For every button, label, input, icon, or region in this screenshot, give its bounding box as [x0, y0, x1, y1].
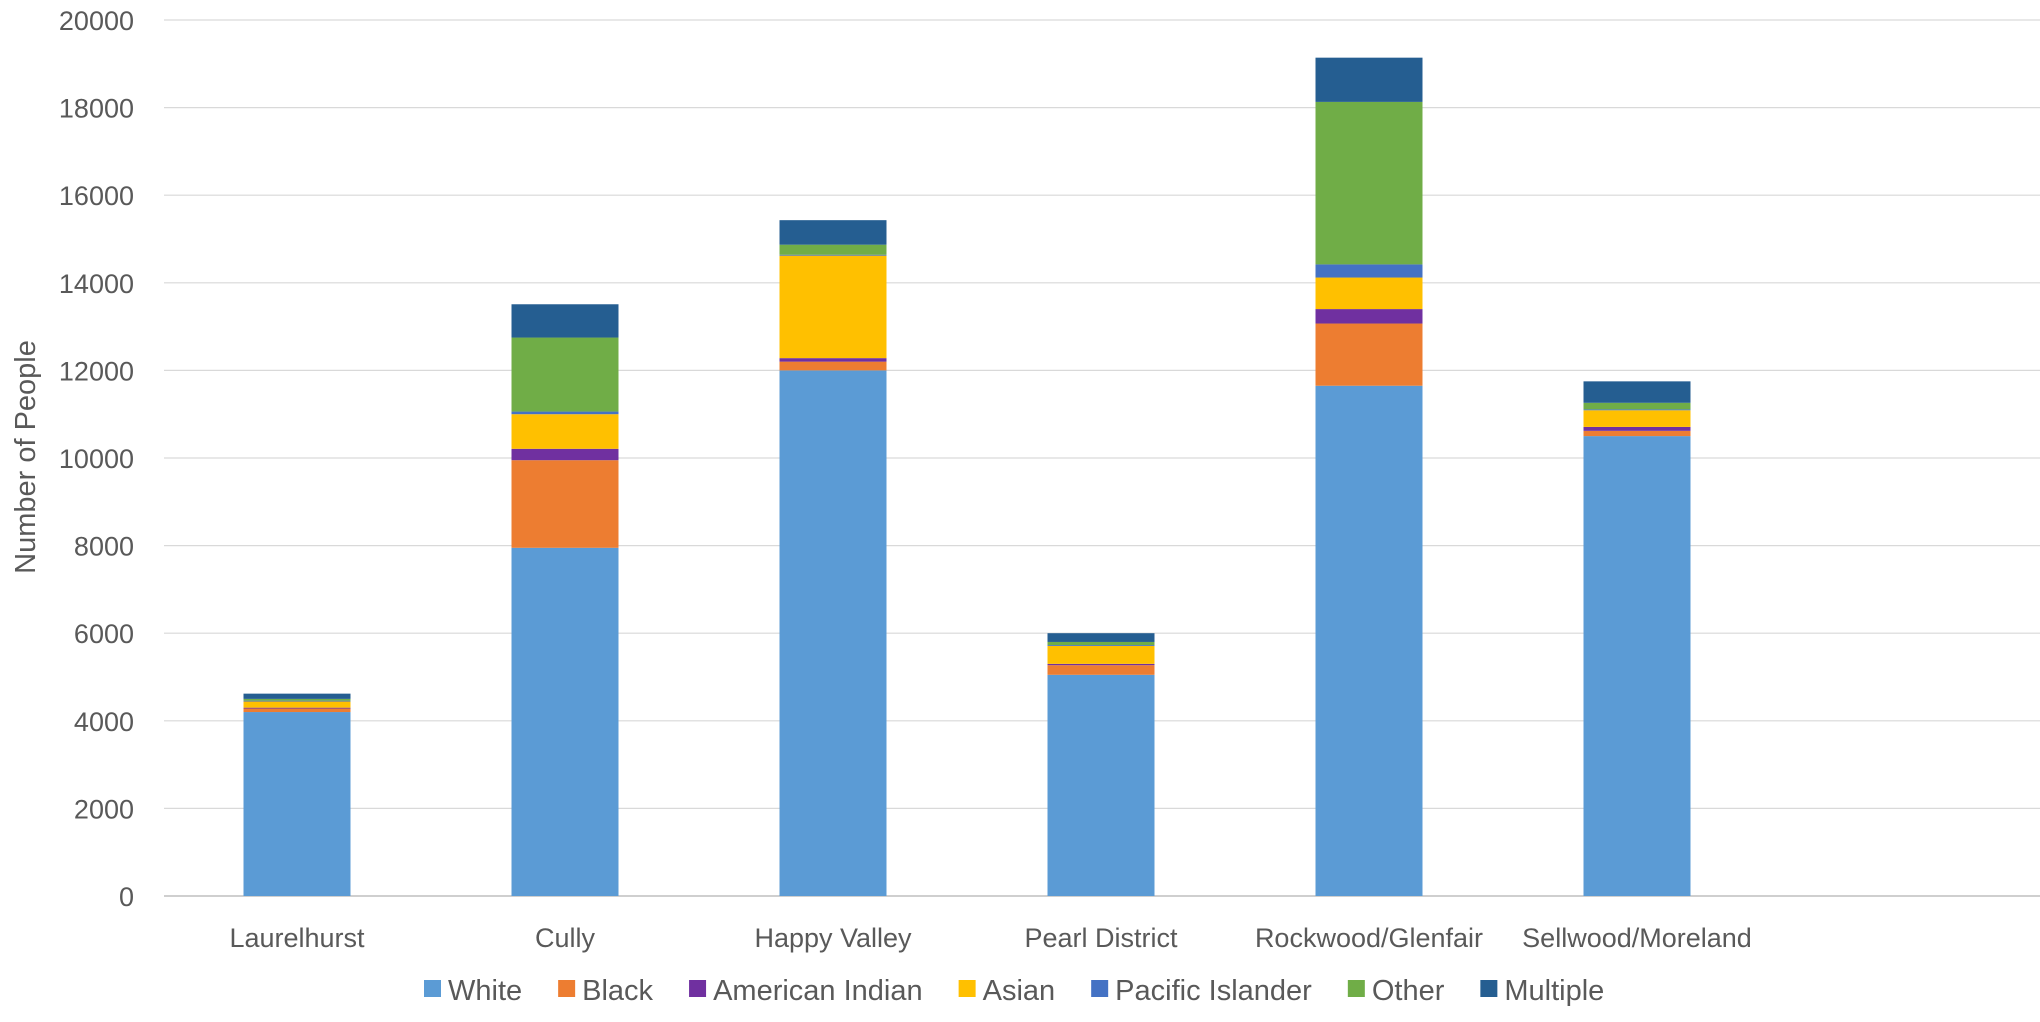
y-axis-ticks: 0 2000 4000 6000 8000 10000 12000 14000 16000 180…	[59, 6, 134, 912]
y-tick-label: 2000	[74, 794, 134, 824]
bar-segment	[779, 361, 887, 371]
y-tick-label: 18000	[59, 94, 134, 124]
bar-segment	[243, 700, 351, 702]
y-tick-label: 8000	[74, 532, 134, 562]
bar-segment	[511, 547, 619, 896]
bar-segment	[511, 448, 619, 461]
legend-label: White	[448, 975, 522, 1007]
bar-segment	[1047, 665, 1155, 675]
legend-label: Pacific Islander	[1115, 975, 1312, 1007]
legend-swatch	[689, 980, 707, 997]
bar-segment	[1047, 645, 1155, 646]
legend-label: Asian	[983, 975, 1056, 1007]
legend-label: Black	[582, 975, 653, 1007]
y-tick-label: 12000	[59, 356, 134, 386]
legend-label: Multiple	[1504, 975, 1604, 1007]
bar-segment	[1315, 277, 1423, 310]
bar-segment	[1583, 381, 1691, 403]
x-tick-label: Laurelhurst	[229, 923, 365, 953]
x-tick-label: Rockwood/Glenfair	[1255, 923, 1483, 953]
bar-segment	[1315, 323, 1423, 386]
y-tick-label: 14000	[59, 269, 134, 299]
bar-segment	[1047, 674, 1155, 896]
bar-segment	[1047, 645, 1155, 664]
bar-segment	[511, 411, 619, 415]
bar-segment	[511, 460, 619, 548]
legend-label: Other	[1372, 975, 1445, 1007]
x-tick-label: Cully	[535, 923, 596, 953]
y-tick-label: 6000	[74, 619, 134, 649]
legend-swatch	[1091, 980, 1109, 997]
x-tick-label: Happy Valley	[754, 923, 912, 953]
legend-swatch	[958, 980, 976, 997]
bar-segment	[1583, 430, 1691, 437]
bar-segment	[1315, 309, 1423, 324]
bar-segment	[511, 304, 619, 338]
bar-segment	[1047, 663, 1155, 666]
bar-segment	[511, 337, 619, 412]
bar-segment	[779, 220, 887, 245]
legend-swatch	[1480, 980, 1498, 997]
bar-segment	[243, 708, 351, 713]
legend-swatch	[424, 980, 441, 997]
bar-segment	[1047, 633, 1155, 642]
y-tick-label: 16000	[59, 181, 134, 211]
y-tick-label: 20000	[59, 6, 134, 36]
bar-segment	[779, 254, 887, 256]
legend-label: American Indian	[713, 975, 923, 1007]
bar-segment	[511, 414, 619, 449]
bar-segment	[243, 701, 351, 708]
bar-segment	[779, 244, 887, 255]
x-axis-ticks: Laurelhurst Cully Happy Valley Pearl Distri…	[229, 923, 1751, 953]
bar-segment	[1583, 436, 1691, 896]
y-tick-label: 10000	[59, 444, 134, 474]
y-tick-label: 0	[119, 882, 134, 912]
bar-segment	[1315, 264, 1423, 278]
bar-segment	[1047, 641, 1155, 646]
legend: White Black American Indian Asian Pacific Is…	[424, 975, 1604, 1007]
bar-segment	[1315, 101, 1423, 265]
bar-segment	[1583, 402, 1691, 410]
bar-segment	[1583, 410, 1691, 427]
gridlines	[164, 19, 2040, 897]
y-tick-label: 4000	[74, 707, 134, 737]
bar-segment	[779, 370, 887, 896]
bar-segment	[243, 712, 351, 896]
bar-segment	[1583, 426, 1691, 431]
bar-segment	[1583, 409, 1691, 411]
legend-swatch	[1347, 980, 1365, 997]
bar-segment	[1315, 57, 1423, 102]
bar-segment	[779, 358, 887, 362]
y-axis-title: Number of People	[10, 340, 42, 574]
legend-swatch	[558, 980, 576, 997]
bar-segment	[243, 698, 351, 701]
bar-segment	[243, 707, 351, 709]
bar-segment	[1315, 385, 1423, 896]
x-tick-label: Pearl District	[1024, 923, 1178, 953]
bars	[243, 57, 1691, 896]
bar-segment	[779, 255, 887, 359]
bar-segment	[243, 693, 351, 699]
x-tick-label: Sellwood/Moreland	[1522, 923, 1752, 953]
